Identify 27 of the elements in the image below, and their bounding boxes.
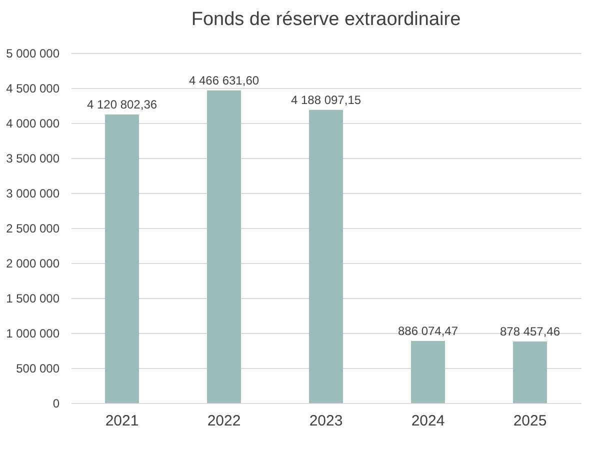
x-tick-label: 2024 xyxy=(411,412,445,430)
y-tick-label: 4 500 000 xyxy=(6,82,60,96)
y-tick-label: 2 000 000 xyxy=(6,256,60,270)
data-label: 4 120 802,36 xyxy=(86,98,158,112)
x-tick-label: 2023 xyxy=(309,412,343,430)
bar xyxy=(309,110,343,403)
y-tick-label: 500 000 xyxy=(16,362,60,376)
x-tick-label: 2025 xyxy=(513,412,547,430)
data-label: 4 188 097,15 xyxy=(290,92,362,107)
y-tick-label: 5 000 000 xyxy=(6,46,60,60)
bar xyxy=(207,90,241,403)
y-tick-label: 0 xyxy=(52,396,60,410)
data-label: 4 466 631,60 xyxy=(188,73,260,88)
x-tick-label: 2022 xyxy=(207,412,241,430)
bar xyxy=(513,342,547,403)
bar xyxy=(411,340,445,403)
y-tick-label: 1 000 000 xyxy=(6,326,60,340)
y-tick-label: 4 000 000 xyxy=(6,116,60,130)
y-tick-label: 3 500 000 xyxy=(6,152,60,166)
data-label: 878 457,46 xyxy=(500,324,560,339)
data-label: 886 074,47 xyxy=(398,324,458,338)
bar xyxy=(105,114,139,403)
y-tick-label: 3 000 000 xyxy=(6,186,60,200)
x-tick-label: 2021 xyxy=(105,412,139,430)
y-tick-label: 1 500 000 xyxy=(6,292,60,306)
y-tick-label: 2 500 000 xyxy=(6,222,60,236)
chart-title: Fonds de réserve extraordinaire xyxy=(191,9,461,30)
